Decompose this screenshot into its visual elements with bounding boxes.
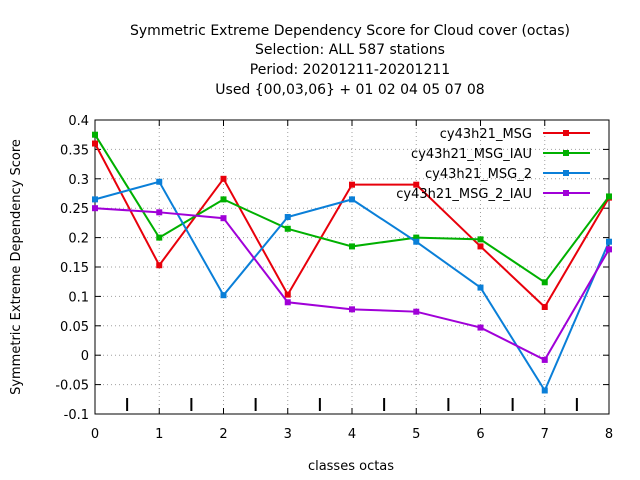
legend-marker (563, 130, 569, 136)
legend-entry: cy43h21_MSG_2_IAU (396, 187, 590, 202)
plot-frame (94, 119, 610, 415)
data-point (413, 181, 420, 188)
data-point (92, 140, 98, 147)
series-lines (92, 131, 612, 394)
axes: 0.40.350.30.250.20.150.10.050-0.05-0.10 1… (55, 114, 613, 442)
x-tick-label: 7 (541, 427, 549, 442)
data-point (156, 178, 163, 185)
x-tick-label: 1 (155, 427, 163, 442)
y-tick-label: 0.05 (60, 320, 89, 335)
legend-label: cy43h21_MSG (440, 127, 532, 142)
data-point (541, 387, 548, 394)
data-point (541, 303, 548, 310)
data-point (541, 279, 548, 286)
x-tick-label: 3 (284, 427, 292, 442)
data-point (220, 215, 227, 222)
data-point (156, 234, 163, 241)
x-axis-label: classes octas (308, 459, 394, 474)
legend-marker (563, 170, 569, 176)
x-tick-label: 4 (348, 427, 356, 442)
legend-marker (563, 190, 569, 196)
chart-title: Symmetric Extreme Dependency Score for C… (130, 23, 570, 98)
x-tick-label: 8 (605, 427, 613, 442)
data-point (349, 306, 355, 313)
data-point (349, 243, 355, 250)
data-point (284, 291, 291, 298)
data-point (220, 292, 227, 299)
data-point (413, 238, 420, 245)
data-point (349, 196, 355, 203)
data-point (349, 181, 355, 188)
y-tick-label: 0.2 (68, 232, 89, 247)
data-point (606, 193, 612, 200)
legend-label: cy43h21_MSG_IAU (411, 147, 532, 162)
data-point (477, 243, 484, 250)
legend: cy43h21_MSG cy43h21_MSG_IAU cy43h21_MSG_2c… (396, 127, 590, 202)
y-tick-label: 0 (81, 349, 89, 364)
y-tick-label: 0.4 (68, 114, 89, 129)
series-cy43h21_MSG_2 (92, 178, 612, 394)
y-tick-label: 0.25 (60, 202, 89, 217)
data-point (541, 356, 548, 363)
y-tick-label: 0.1 (68, 290, 89, 305)
data-point (284, 299, 291, 306)
title-line-2: Selection: ALL 587 stations (255, 42, 445, 58)
data-point (156, 209, 163, 216)
title-line-4: Used {00,03,06} + 01 02 04 05 07 08 (215, 82, 484, 98)
data-point (92, 196, 98, 203)
data-point (606, 246, 612, 253)
x-tick-label: 5 (412, 427, 420, 442)
y-tick-label: 0.3 (68, 173, 89, 188)
y-tick-label: 0.15 (60, 261, 89, 276)
legend-marker (563, 150, 569, 156)
y-tick-label: 0.35 (60, 143, 89, 158)
x-tick-label: 6 (476, 427, 484, 442)
y-tick-label: -0.05 (55, 379, 89, 394)
data-point (413, 234, 420, 241)
data-point (477, 236, 484, 243)
data-point (284, 214, 291, 221)
data-point (92, 205, 98, 212)
data-point (477, 284, 484, 291)
title-line-1: Symmetric Extreme Dependency Score for C… (130, 23, 570, 39)
data-point (284, 225, 291, 232)
series-cy43h21_MSG_2_IAU (92, 205, 612, 363)
data-point (477, 324, 484, 331)
y-axis-label: Symmetric Extreme Dependency Score (9, 139, 24, 395)
title-line-3: Period: 20201211-20201211 (250, 62, 450, 78)
legend-label: cy43h21_MSG_2_IAU (396, 187, 532, 202)
legend-entry: cy43h21_MSG_IAU (411, 147, 590, 162)
class-boundary-ticks (126, 398, 578, 411)
data-point (413, 308, 420, 315)
data-point (220, 175, 227, 182)
legend-entry: cy43h21_MSG (440, 127, 590, 142)
data-point (606, 238, 612, 245)
data-point (92, 131, 98, 138)
data-point (220, 196, 227, 203)
series-cy43h21_MSG_IAU (92, 131, 612, 286)
x-tick-label: 0 (91, 427, 99, 442)
y-tick-label: -0.1 (64, 408, 89, 423)
legend-label: cy43h21_MSG_2 (425, 167, 532, 182)
data-point (156, 262, 163, 269)
legend-entry: cy43h21_MSG_2 (425, 167, 590, 182)
x-tick-label: 2 (219, 427, 227, 442)
